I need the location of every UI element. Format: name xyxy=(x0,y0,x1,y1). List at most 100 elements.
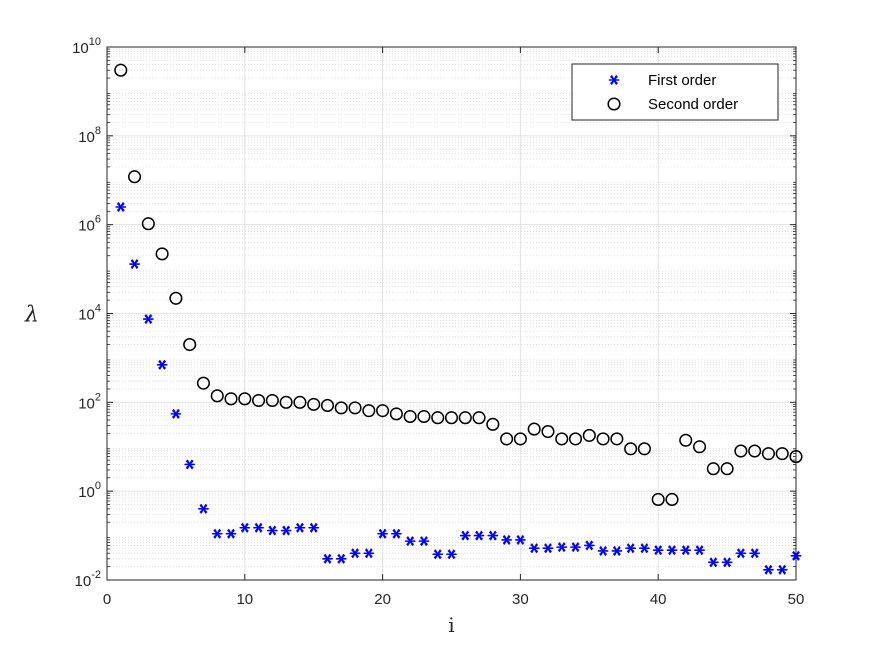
first-order-point xyxy=(514,535,526,545)
second-order-point xyxy=(155,247,169,261)
second-order-point xyxy=(596,432,610,446)
first-order-point xyxy=(570,542,581,552)
second-order-point xyxy=(789,450,803,464)
x-axis-label: i xyxy=(448,613,454,637)
second-order-point xyxy=(748,444,762,458)
first-order-point xyxy=(721,557,733,568)
first-order-point xyxy=(542,543,554,553)
legend-marker-first-order xyxy=(608,75,620,85)
second-order-point xyxy=(706,462,720,476)
first-order-point xyxy=(308,522,320,533)
first-order-point xyxy=(625,543,637,553)
second-order-point xyxy=(417,409,431,424)
first-order-point xyxy=(473,530,485,541)
x-tick-label: 20 xyxy=(374,591,391,608)
first-order-point xyxy=(390,528,402,539)
second-order-point xyxy=(169,291,183,305)
first-order-point xyxy=(680,545,692,555)
y-tick-label: 106 xyxy=(78,214,101,235)
first-order-point xyxy=(239,522,251,533)
first-order-point xyxy=(528,543,540,553)
second-order-point xyxy=(761,447,775,461)
second-order-point xyxy=(224,392,238,406)
first-order-point xyxy=(735,548,747,559)
x-tick-label: 50 xyxy=(788,591,805,608)
first-order-point xyxy=(129,259,140,269)
legend-asterisk-icon xyxy=(608,75,620,85)
first-order-point xyxy=(652,545,664,555)
second-order-point xyxy=(252,393,266,408)
first-order-point xyxy=(597,546,609,556)
legend-box xyxy=(571,63,779,121)
second-order-point xyxy=(293,395,307,409)
x-tick-label: 10 xyxy=(236,591,253,608)
second-order-point xyxy=(665,492,679,507)
second-order-point xyxy=(444,411,459,425)
y-tick-label: 104 xyxy=(78,303,101,324)
second-order-point xyxy=(210,389,224,403)
first-order-point xyxy=(763,564,774,575)
first-order-point xyxy=(280,525,292,536)
second-order-point xyxy=(720,462,734,476)
y-tick-label: 10-2 xyxy=(75,569,101,590)
second-order-point xyxy=(334,401,348,415)
second-order-point xyxy=(486,417,500,431)
data-markers xyxy=(114,63,803,575)
second-order-point xyxy=(775,447,789,461)
first-order-point xyxy=(184,459,196,470)
first-order-point xyxy=(666,545,678,555)
legend-label-first-order: First order xyxy=(648,72,716,89)
second-order-point xyxy=(527,422,541,436)
first-order-point xyxy=(487,530,499,541)
axis-ticks xyxy=(106,46,797,581)
second-order-point xyxy=(679,433,693,447)
first-order-point xyxy=(776,564,788,575)
y-tick-label: 1010 xyxy=(72,36,101,57)
second-order-point xyxy=(279,395,293,409)
y-tick-label: 102 xyxy=(78,391,101,412)
second-order-point xyxy=(238,392,252,406)
legend-marker-second-order xyxy=(607,97,621,111)
second-order-point xyxy=(458,411,472,425)
second-order-point xyxy=(637,442,651,456)
second-order-point xyxy=(403,409,417,424)
second-order-point xyxy=(734,444,748,458)
first-order-point xyxy=(418,536,430,546)
first-order-point xyxy=(335,554,347,564)
first-order-point xyxy=(253,522,264,533)
second-order-point xyxy=(582,428,596,442)
second-order-point xyxy=(555,432,569,446)
first-order-point xyxy=(749,548,761,559)
second-order-point xyxy=(141,217,155,231)
first-order-point xyxy=(211,528,223,539)
first-order-point xyxy=(639,543,650,553)
x-tick-label: 30 xyxy=(512,591,529,608)
first-order-point xyxy=(611,546,623,556)
second-order-point xyxy=(472,411,486,425)
first-order-point xyxy=(556,542,568,552)
y-tick-label: 100 xyxy=(78,480,101,501)
second-order-point xyxy=(651,492,665,507)
second-order-point xyxy=(610,432,624,446)
minor-grid xyxy=(107,48,796,568)
first-order-point xyxy=(294,522,306,533)
second-order-point xyxy=(128,170,142,184)
second-order-point xyxy=(362,404,376,418)
second-order-point xyxy=(265,393,279,408)
first-order-point xyxy=(377,528,389,539)
first-order-point xyxy=(115,202,127,212)
first-order-point xyxy=(694,545,705,555)
first-order-point xyxy=(459,530,471,541)
legend-label-second-order: Second order xyxy=(648,96,738,113)
first-order-point xyxy=(583,540,595,551)
legend: First order Second order xyxy=(571,63,779,121)
first-order-point xyxy=(501,535,513,545)
y-tick-labels: 10-2 100 102 104 106 108 1010 xyxy=(72,36,101,590)
second-order-point xyxy=(389,407,403,421)
second-order-point xyxy=(307,397,321,411)
first-order-point xyxy=(790,551,802,561)
second-order-point xyxy=(568,432,583,446)
second-order-point xyxy=(624,442,638,456)
first-order-point xyxy=(142,314,154,324)
